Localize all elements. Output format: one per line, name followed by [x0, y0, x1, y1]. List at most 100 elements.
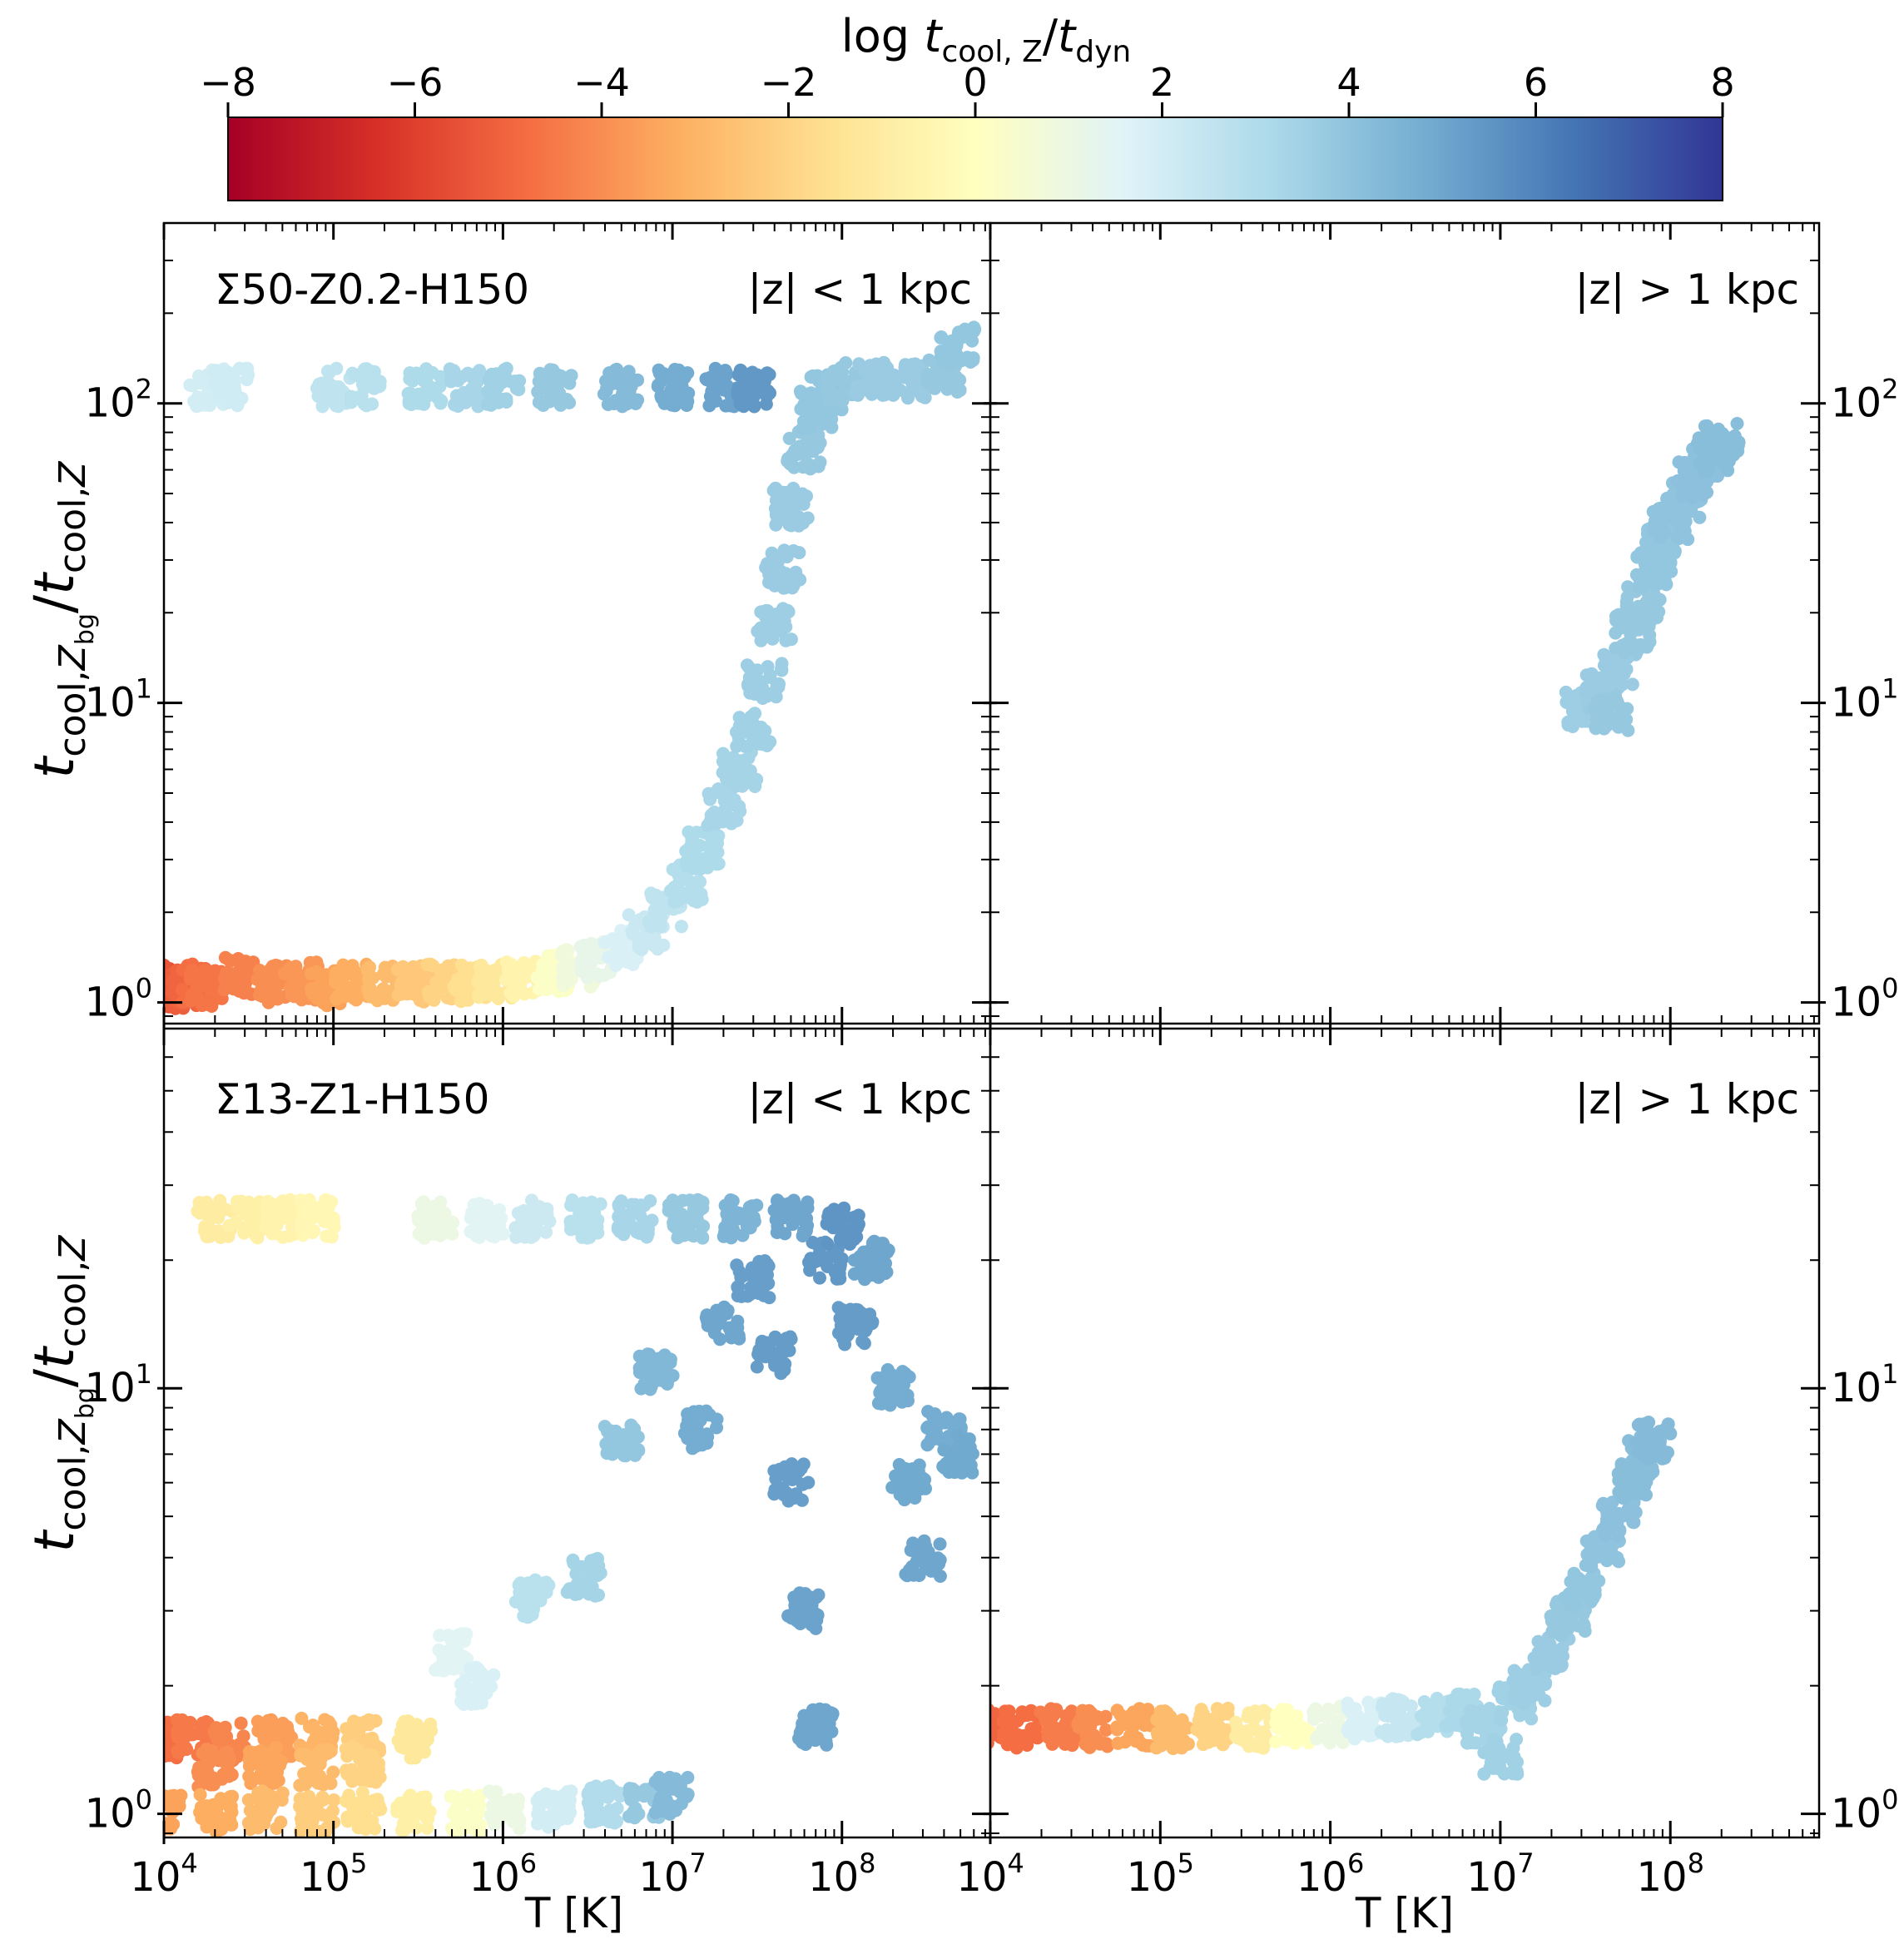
scatter-point [1633, 619, 1647, 633]
scatter-point [327, 1793, 341, 1807]
scatter-point [1600, 661, 1614, 675]
scatter-point [614, 1194, 628, 1208]
scatter-point [681, 1788, 695, 1802]
scatter-point [659, 1793, 673, 1808]
panel-top-right: |z| > 1 kpc [989, 221, 1821, 1025]
scatter-point [420, 376, 434, 390]
scatter-point [1495, 1713, 1509, 1728]
scatter-point [1544, 1609, 1558, 1623]
scatter-point [801, 1201, 815, 1215]
scatter-point [1336, 1735, 1350, 1749]
scatter-point [805, 1597, 819, 1611]
scatter-point [881, 1243, 895, 1257]
scatter-point [427, 993, 441, 1007]
scatter-point [300, 1792, 314, 1806]
scatter-point [450, 972, 464, 986]
scatter-point [692, 840, 705, 854]
scatter-point [294, 1812, 308, 1826]
scatter-point [166, 973, 181, 987]
scatter-point [990, 1709, 999, 1723]
scatter-point [747, 1214, 761, 1228]
scatter-point [1608, 692, 1622, 706]
scatter-point [270, 1822, 284, 1835]
scatter-point [171, 1746, 186, 1760]
scatter-point [760, 366, 774, 380]
scatter-point [416, 1195, 430, 1209]
scatter-point [806, 369, 820, 383]
scatter-point [362, 1713, 376, 1727]
scatter-point [602, 1441, 616, 1455]
scatter-point [597, 1420, 612, 1434]
scatter-point [242, 1769, 256, 1783]
scatter-point [191, 395, 206, 409]
scatter-point [736, 1228, 750, 1242]
scatter-point [209, 364, 223, 378]
scatter-point [713, 1332, 727, 1346]
scatter-point [523, 1582, 536, 1596]
scatter-point [1375, 1700, 1389, 1714]
scatter-point [1477, 1767, 1491, 1781]
scatter-point [781, 1470, 796, 1484]
scatter-point [199, 1715, 213, 1728]
scatter-point [801, 1475, 816, 1490]
scatter-point [835, 1230, 849, 1244]
scatter-point [1319, 1709, 1333, 1723]
scatter-point [254, 984, 268, 998]
scatter-point [640, 1223, 654, 1237]
scatter-point [775, 657, 789, 671]
scatter-point [1345, 1706, 1359, 1720]
scatter-point [818, 1728, 832, 1743]
scatter-point [1538, 1678, 1552, 1691]
scatter-point [195, 999, 209, 1013]
scatter-point [839, 356, 853, 369]
scatter-point [893, 1486, 907, 1500]
scatter-point [1684, 504, 1698, 518]
scatter-point [622, 908, 636, 922]
scatter-point [612, 1210, 626, 1223]
scatter-point [225, 1768, 239, 1782]
scatter-point [1650, 554, 1664, 568]
scatter-point [559, 944, 573, 957]
scatter-point [234, 1716, 248, 1730]
scatter-point [670, 367, 683, 381]
scatter-point [242, 1753, 256, 1767]
colorbar-tick-label: 2 [1150, 60, 1174, 105]
scatter-point [870, 357, 883, 371]
scatter-point [298, 1778, 312, 1792]
scatter-point [395, 1718, 409, 1732]
scatter-point [600, 381, 614, 395]
scatter-point [1557, 1591, 1571, 1605]
scatter-point [699, 1408, 713, 1421]
scatter-point [272, 990, 286, 1004]
scatter-point [1080, 1732, 1094, 1746]
scatter-point [833, 1312, 847, 1326]
scatter-point [150, 1735, 163, 1748]
scatter-point [538, 381, 553, 395]
scatter-point [494, 1211, 508, 1225]
scatter-point [968, 1735, 981, 1748]
scatter-point [945, 1446, 959, 1460]
scatter-point [250, 1714, 265, 1728]
scatter-point [800, 1212, 814, 1226]
scatter-point [924, 1559, 938, 1573]
scatter-point [972, 1717, 985, 1730]
scatter-point [745, 683, 758, 697]
scatter-point [1411, 1728, 1425, 1742]
scatter-point [1401, 1718, 1416, 1733]
scatter-point [1229, 1715, 1243, 1729]
scatter-point [1711, 439, 1725, 454]
panel-bottom-right: |z| > 1 kpc [968, 1027, 1821, 1839]
scatter-point [260, 1198, 275, 1212]
scatter-point [413, 1209, 427, 1223]
colorbar-tick-label: −2 [761, 60, 817, 105]
scatter-point [409, 1751, 422, 1765]
scatter-point [222, 371, 236, 385]
scatter-point [434, 394, 449, 408]
scatter-point [1510, 1764, 1524, 1778]
scatter-point [1553, 1652, 1567, 1666]
scatter-point [687, 1421, 701, 1436]
scatter-point [215, 1822, 229, 1837]
scatter-point [744, 715, 758, 729]
scatter-point [1619, 595, 1634, 609]
